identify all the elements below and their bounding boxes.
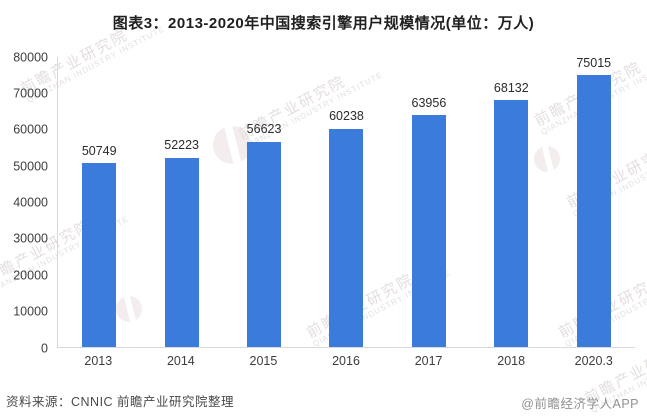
y-tick-label: 40000 [13,195,48,210]
bar-2016 [329,128,364,347]
bar-value-label: 68132 [493,80,529,95]
bar-cell-2014: 52223 [140,57,222,347]
x-tick-label-2015: 2015 [249,354,278,368]
bar-cell-2016: 60238 [305,57,387,347]
bar-cell-2018: 68132 [470,57,552,347]
bar-cell-2017: 63956 [388,57,470,347]
x-tick-label-2017: 2017 [414,354,443,368]
x-tick-label-2018: 2018 [497,354,526,368]
bar-value-label: 60238 [329,109,364,124]
bar-value-label: 63956 [411,95,447,110]
bars-row: 50749 52223 56623 60238 63956 68132 75015 [58,57,635,347]
bar-2020.3 [576,75,611,347]
bar-2014 [164,157,199,347]
bar-value-label: 56623 [246,122,282,137]
bar-2017 [411,115,446,347]
y-tick-label: 20000 [13,268,48,282]
x-axis: 2013 2014 2015 2016 2017 2018 2020.3 [57,354,635,368]
bar-value-label: 50749 [81,143,117,158]
source-note: 资料来源：CNNIC 前瞻产业研究院整理 [6,395,235,409]
x-tick-label-2020.3: 2020.3 [574,354,613,368]
credit-note: @前瞻经济学人APP [521,397,639,411]
y-tick-label: 80000 [13,49,48,64]
y-tick-label: 70000 [13,86,48,101]
bar-2018 [494,100,529,347]
bar-2015 [247,141,282,347]
bar-cell-2020.3: 75015 [553,57,635,347]
y-axis: 0 10000 20000 30000 40000 50000 60000 70000 8000… [0,51,48,354]
y-tick-label: 50000 [13,158,48,173]
y-tick-label: 10000 [13,304,48,319]
x-tick-label-2013: 2013 [84,354,113,368]
y-tick-label: 0 [41,340,48,355]
bar-value-label: 75015 [576,55,612,70]
x-tick-label-2016: 2016 [332,354,360,368]
chart-title: 图表3：2013-2020年中国搜索引擎用户规模情况(单位：万人) [112,15,535,32]
bar-cell-2013: 50749 [58,57,140,347]
x-tick-label-2014: 2014 [166,354,195,368]
bar-2013 [82,163,117,347]
plot-area: 50749 52223 56623 60238 63956 68132 75015 [57,57,635,348]
bar-cell-2015: 56623 [223,57,305,347]
bar-value-label: 52223 [164,138,200,153]
y-tick-label: 60000 [13,122,48,137]
y-tick-label: 30000 [13,231,48,246]
